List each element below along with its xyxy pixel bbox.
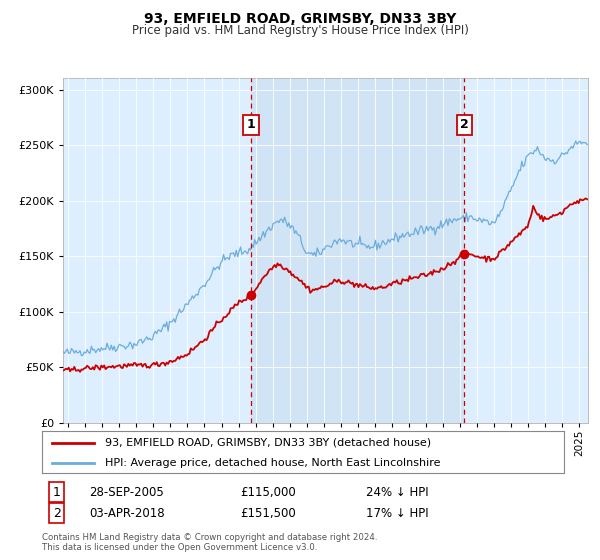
- Text: 2: 2: [53, 507, 61, 520]
- Text: This data is licensed under the Open Government Licence v3.0.: This data is licensed under the Open Gov…: [42, 543, 317, 552]
- Text: 1: 1: [247, 118, 256, 132]
- Text: 2: 2: [460, 118, 469, 132]
- Text: 1: 1: [53, 486, 61, 499]
- Text: £151,500: £151,500: [241, 507, 296, 520]
- Text: 03-APR-2018: 03-APR-2018: [89, 507, 164, 520]
- Text: Contains HM Land Registry data © Crown copyright and database right 2024.: Contains HM Land Registry data © Crown c…: [42, 533, 377, 542]
- Text: Price paid vs. HM Land Registry's House Price Index (HPI): Price paid vs. HM Land Registry's House …: [131, 24, 469, 36]
- Bar: [251, 78, 464, 423]
- Text: 24% ↓ HPI: 24% ↓ HPI: [365, 486, 428, 499]
- Text: 17% ↓ HPI: 17% ↓ HPI: [365, 507, 428, 520]
- Text: HPI: Average price, detached house, North East Lincolnshire: HPI: Average price, detached house, Nort…: [104, 458, 440, 468]
- Text: £115,000: £115,000: [241, 486, 296, 499]
- Text: 28-SEP-2005: 28-SEP-2005: [89, 486, 164, 499]
- Text: 93, EMFIELD ROAD, GRIMSBY, DN33 3BY: 93, EMFIELD ROAD, GRIMSBY, DN33 3BY: [144, 12, 456, 26]
- Text: 93, EMFIELD ROAD, GRIMSBY, DN33 3BY (detached house): 93, EMFIELD ROAD, GRIMSBY, DN33 3BY (det…: [104, 438, 431, 448]
